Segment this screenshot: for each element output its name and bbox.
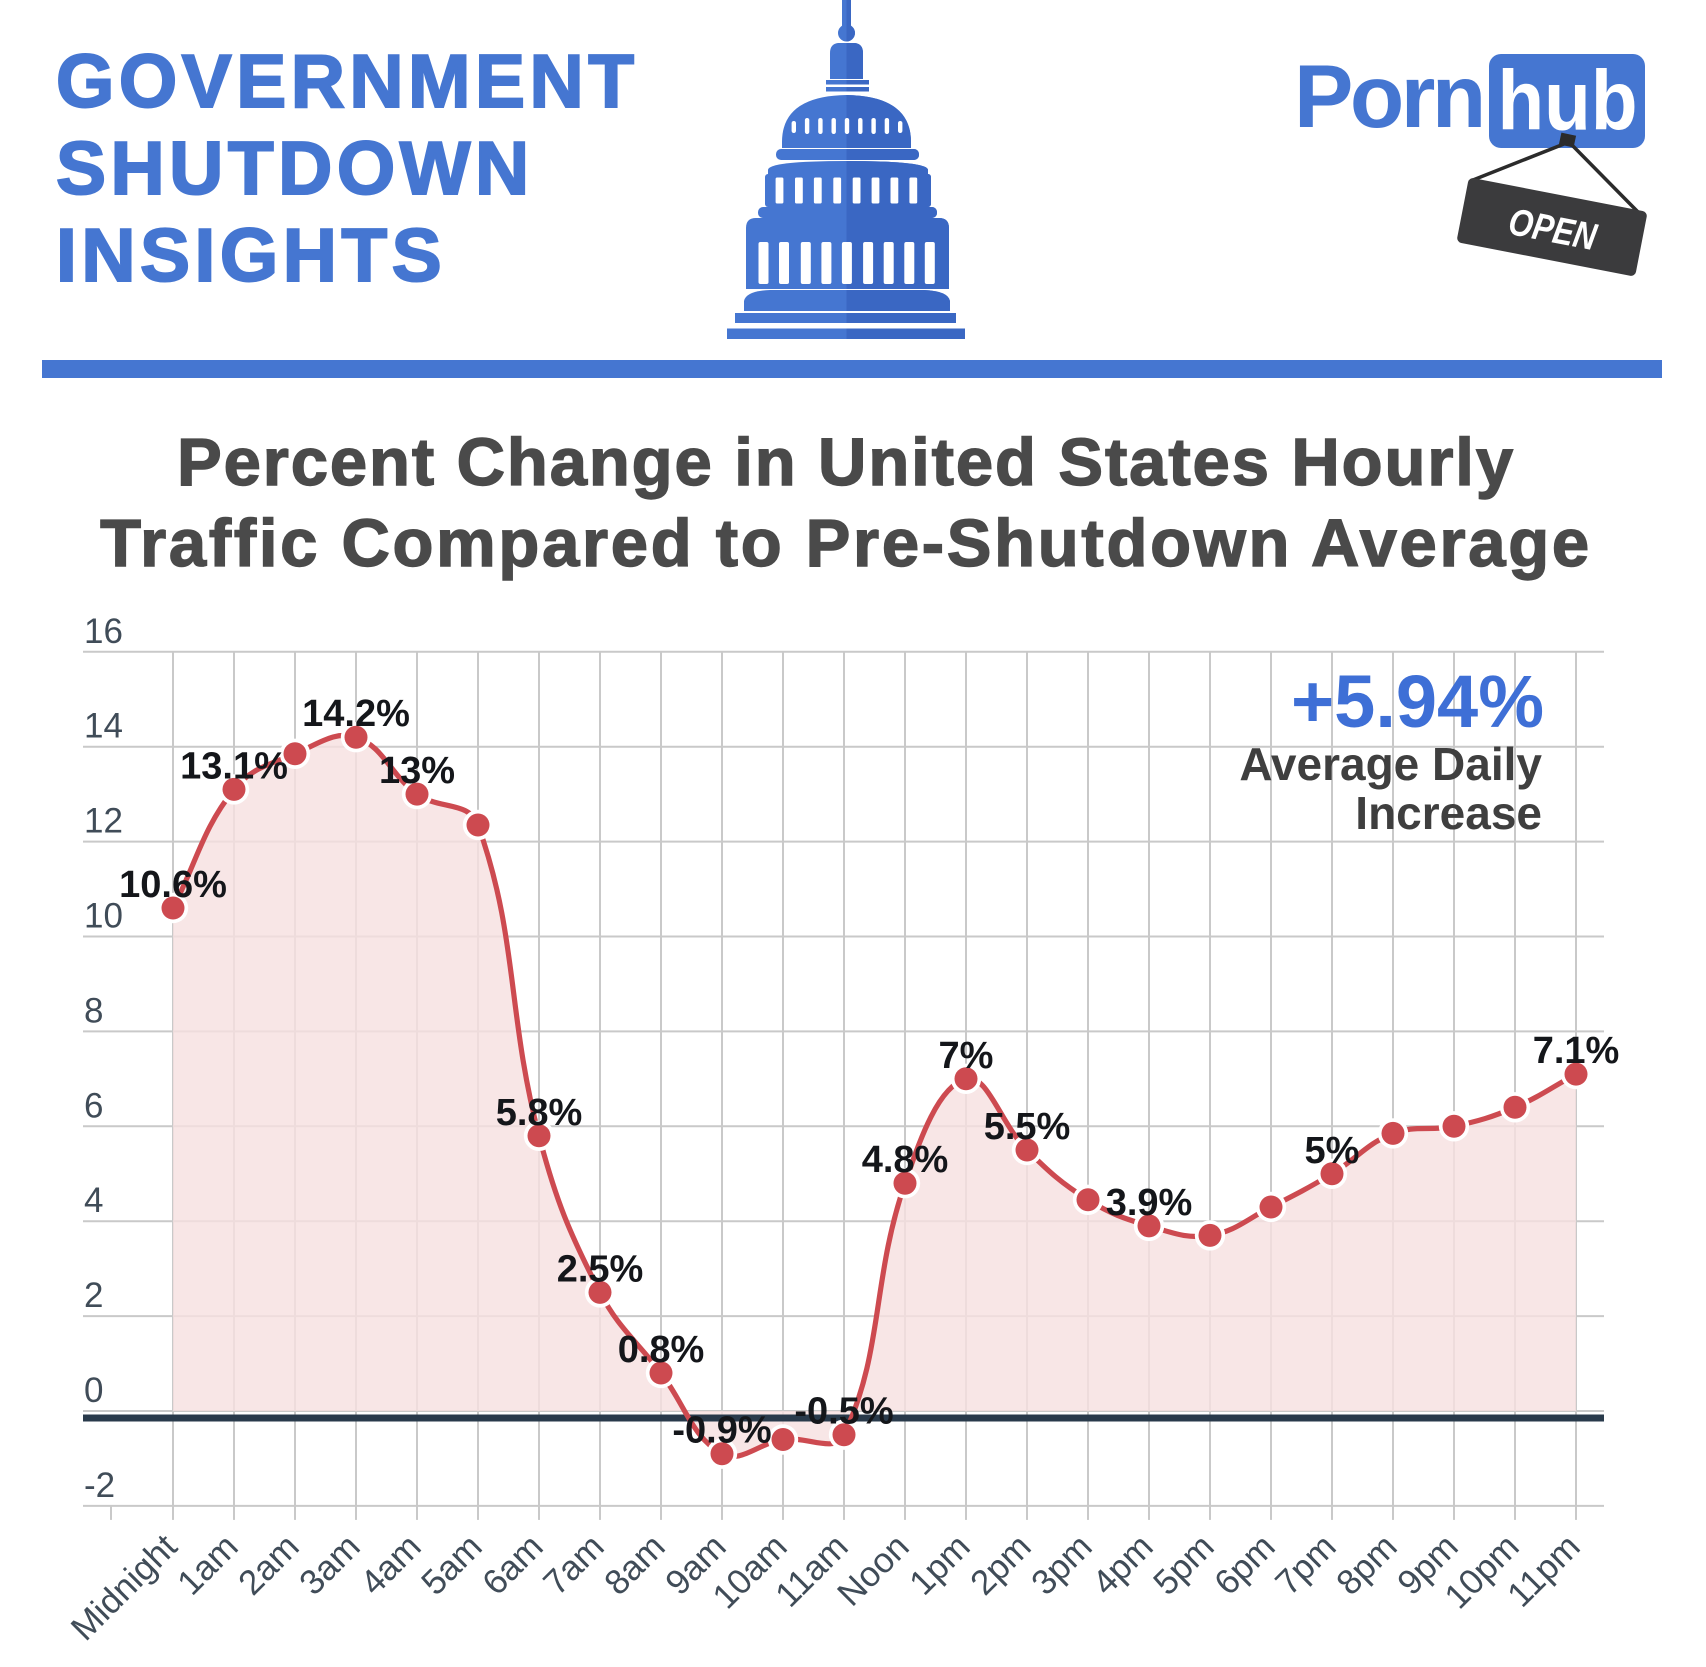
svg-text:7%: 7% bbox=[939, 1035, 994, 1077]
svg-text:7.1%: 7.1% bbox=[1533, 1030, 1620, 1072]
svg-text:+5.94%: +5.94% bbox=[1291, 660, 1544, 743]
svg-text:3.9%: 3.9% bbox=[1106, 1182, 1193, 1224]
svg-text:14.2%: 14.2% bbox=[302, 693, 410, 735]
svg-text:5.8%: 5.8% bbox=[496, 1092, 583, 1134]
svg-text:hub: hub bbox=[1498, 54, 1638, 148]
svg-text:2: 2 bbox=[84, 1276, 103, 1315]
svg-text:13%: 13% bbox=[379, 750, 455, 792]
svg-text:5%: 5% bbox=[1305, 1130, 1360, 1172]
svg-text:10.6%: 10.6% bbox=[119, 864, 227, 906]
svg-text:5.5%: 5.5% bbox=[984, 1106, 1071, 1148]
svg-text:16: 16 bbox=[84, 612, 123, 651]
svg-text:Traffic Compared to Pre-Shutdo: Traffic Compared to Pre-Shutdown Average bbox=[100, 506, 1592, 581]
svg-text:Increase: Increase bbox=[1355, 787, 1542, 839]
svg-text:-2: -2 bbox=[84, 1466, 115, 1505]
svg-text:10: 10 bbox=[84, 897, 123, 936]
svg-text:13.1%: 13.1% bbox=[180, 745, 288, 787]
svg-text:0.8%: 0.8% bbox=[618, 1329, 705, 1371]
svg-text:4.8%: 4.8% bbox=[862, 1139, 949, 1181]
svg-text:0: 0 bbox=[84, 1371, 103, 1410]
svg-text:Average Daily: Average Daily bbox=[1239, 738, 1542, 790]
svg-text:INSIGHTS: INSIGHTS bbox=[56, 213, 446, 297]
svg-text:2.5%: 2.5% bbox=[557, 1248, 644, 1290]
svg-text:SHUTDOWN: SHUTDOWN bbox=[56, 126, 534, 210]
svg-text:-0.5%: -0.5% bbox=[794, 1391, 893, 1433]
svg-text:-0.9%: -0.9% bbox=[672, 1410, 771, 1452]
svg-text:14: 14 bbox=[84, 707, 123, 746]
svg-text:GOVERNMENT: GOVERNMENT bbox=[56, 39, 639, 123]
svg-text:12: 12 bbox=[84, 802, 123, 841]
svg-text:8: 8 bbox=[84, 991, 103, 1030]
svg-text:Percent Change in United State: Percent Change in United States Hourly bbox=[177, 425, 1515, 500]
svg-text:4: 4 bbox=[84, 1181, 103, 1220]
svg-text:Porn: Porn bbox=[1294, 46, 1483, 146]
svg-text:6: 6 bbox=[84, 1086, 103, 1125]
